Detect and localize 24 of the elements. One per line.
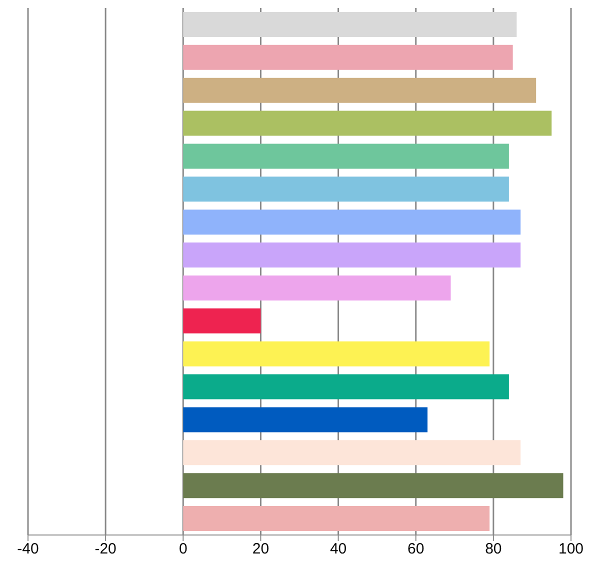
x-tick-label: 80	[485, 540, 502, 558]
bar	[183, 407, 428, 432]
bar	[183, 473, 564, 498]
bar	[183, 374, 509, 400]
bar	[183, 144, 509, 169]
bar	[183, 275, 451, 300]
bar	[183, 176, 509, 202]
x-tick-label: 0	[178, 540, 188, 558]
bar	[183, 78, 536, 103]
bar	[183, 506, 490, 532]
bar	[183, 341, 490, 366]
x-tick-label: 100	[558, 540, 584, 558]
x-tick-label: -20	[94, 540, 116, 558]
bar	[183, 440, 521, 466]
bar	[183, 110, 552, 136]
x-tick-label: 60	[408, 540, 424, 558]
bar	[183, 12, 517, 37]
x-tick-label: 40	[330, 540, 347, 558]
bar	[183, 210, 521, 235]
bar	[183, 242, 521, 268]
bar	[183, 44, 513, 70]
x-tick-label: -40	[17, 540, 39, 558]
bar	[183, 308, 261, 334]
x-tick-label: 20	[252, 540, 270, 558]
